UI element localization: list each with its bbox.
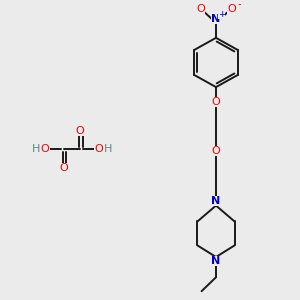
Text: O: O bbox=[94, 144, 103, 154]
Text: O: O bbox=[59, 163, 68, 173]
Text: H: H bbox=[32, 144, 40, 154]
Text: O: O bbox=[76, 125, 85, 136]
Text: O: O bbox=[212, 97, 220, 107]
Text: N: N bbox=[212, 196, 220, 206]
Text: H: H bbox=[104, 144, 112, 154]
Text: O: O bbox=[227, 4, 236, 14]
Text: N: N bbox=[212, 256, 220, 266]
Text: O: O bbox=[41, 144, 50, 154]
Text: N: N bbox=[212, 14, 220, 24]
Text: O: O bbox=[212, 146, 220, 156]
Text: -: - bbox=[237, 0, 241, 9]
Text: +: + bbox=[218, 10, 225, 19]
Text: O: O bbox=[196, 4, 205, 14]
